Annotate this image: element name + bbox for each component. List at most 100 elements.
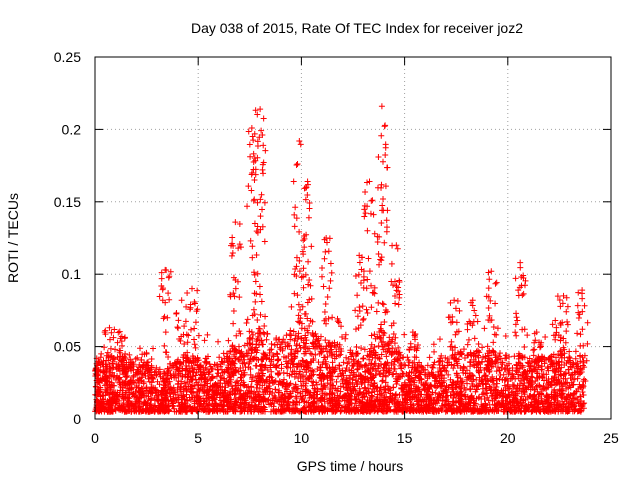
data-point bbox=[494, 325, 501, 332]
data-point bbox=[337, 388, 344, 395]
data-point bbox=[125, 389, 132, 396]
data-point bbox=[340, 384, 347, 391]
data-point bbox=[460, 346, 467, 353]
data-point bbox=[401, 331, 408, 338]
data-point bbox=[444, 355, 451, 362]
data-point bbox=[405, 362, 412, 369]
data-point bbox=[473, 376, 480, 383]
data-point bbox=[567, 375, 574, 382]
data-point bbox=[381, 386, 388, 393]
data-point bbox=[197, 382, 204, 389]
data-point bbox=[227, 378, 234, 385]
data-point bbox=[335, 346, 342, 353]
data-point bbox=[572, 348, 579, 355]
data-point bbox=[247, 366, 254, 373]
data-point bbox=[418, 363, 425, 370]
data-point bbox=[188, 389, 195, 396]
chart-title: Day 038 of 2015, Rate Of TEC Index for r… bbox=[191, 20, 523, 36]
data-point bbox=[509, 364, 516, 371]
data-point bbox=[270, 351, 277, 358]
data-point bbox=[332, 364, 339, 371]
x-axis-label: GPS time / hours bbox=[297, 458, 404, 474]
data-point bbox=[398, 365, 405, 372]
data-point bbox=[396, 392, 403, 399]
data-point bbox=[228, 383, 235, 390]
data-point bbox=[486, 401, 493, 408]
data-point bbox=[481, 325, 488, 332]
data-point bbox=[256, 337, 263, 344]
data-point bbox=[254, 388, 261, 395]
data-point bbox=[445, 371, 452, 378]
data-point bbox=[340, 359, 347, 366]
data-point bbox=[430, 341, 437, 348]
data-point bbox=[580, 391, 587, 398]
data-point bbox=[132, 355, 139, 362]
data-point bbox=[268, 340, 275, 347]
data-point bbox=[486, 383, 493, 390]
data-point bbox=[480, 391, 487, 398]
data-point bbox=[515, 355, 522, 362]
data-point bbox=[361, 384, 368, 391]
data-point bbox=[276, 336, 283, 343]
data-point bbox=[511, 353, 518, 360]
data-point bbox=[116, 328, 123, 335]
y-axis-label: ROTI / TECUs bbox=[5, 193, 21, 283]
data-point bbox=[359, 379, 366, 386]
data-point bbox=[359, 355, 366, 362]
data-point bbox=[442, 354, 449, 361]
data-point bbox=[336, 341, 343, 348]
data-point bbox=[368, 389, 375, 396]
data-point bbox=[255, 378, 262, 385]
x-tick-label: 5 bbox=[194, 430, 202, 446]
data-point bbox=[292, 347, 299, 354]
data-point bbox=[206, 361, 213, 368]
data-point bbox=[574, 360, 581, 367]
data-point bbox=[313, 381, 320, 388]
data-point bbox=[272, 386, 279, 393]
data-point bbox=[201, 397, 208, 404]
data-point bbox=[389, 345, 396, 352]
y-tick-label: 0.05 bbox=[54, 339, 81, 355]
data-point bbox=[259, 373, 266, 380]
data-point bbox=[247, 371, 254, 378]
x-tick-label: 20 bbox=[500, 430, 516, 446]
data-point bbox=[298, 383, 305, 390]
data-point bbox=[336, 362, 343, 369]
data-point bbox=[375, 342, 382, 349]
data-point bbox=[193, 369, 200, 376]
data-point bbox=[126, 351, 133, 358]
data-point bbox=[275, 389, 282, 396]
data-point bbox=[225, 337, 232, 344]
data-point bbox=[338, 323, 345, 330]
data-point bbox=[510, 383, 517, 390]
data-point bbox=[367, 361, 374, 368]
data-point bbox=[334, 373, 341, 380]
data-point bbox=[194, 394, 201, 401]
data-point bbox=[266, 350, 273, 357]
data-point bbox=[506, 385, 513, 392]
data-point bbox=[501, 382, 508, 389]
data-point bbox=[195, 332, 202, 339]
data-point bbox=[274, 351, 281, 358]
data-point bbox=[501, 366, 508, 373]
y-tick-label: 0.15 bbox=[54, 194, 81, 210]
data-point bbox=[373, 308, 380, 315]
data-point bbox=[287, 327, 294, 334]
data-point bbox=[201, 337, 208, 344]
data-point bbox=[127, 356, 134, 363]
data-points bbox=[92, 103, 591, 415]
data-point bbox=[280, 376, 287, 383]
data-point bbox=[328, 346, 335, 353]
data-point bbox=[292, 393, 299, 400]
x-tick-label: 15 bbox=[397, 430, 413, 446]
data-point bbox=[505, 393, 512, 400]
data-point bbox=[253, 349, 260, 356]
data-point bbox=[181, 380, 188, 387]
data-point bbox=[432, 389, 439, 396]
data-point bbox=[577, 393, 584, 400]
data-point bbox=[268, 368, 275, 375]
data-point bbox=[443, 368, 450, 375]
data-point bbox=[328, 386, 335, 393]
data-point bbox=[538, 366, 545, 373]
data-point bbox=[380, 301, 387, 308]
